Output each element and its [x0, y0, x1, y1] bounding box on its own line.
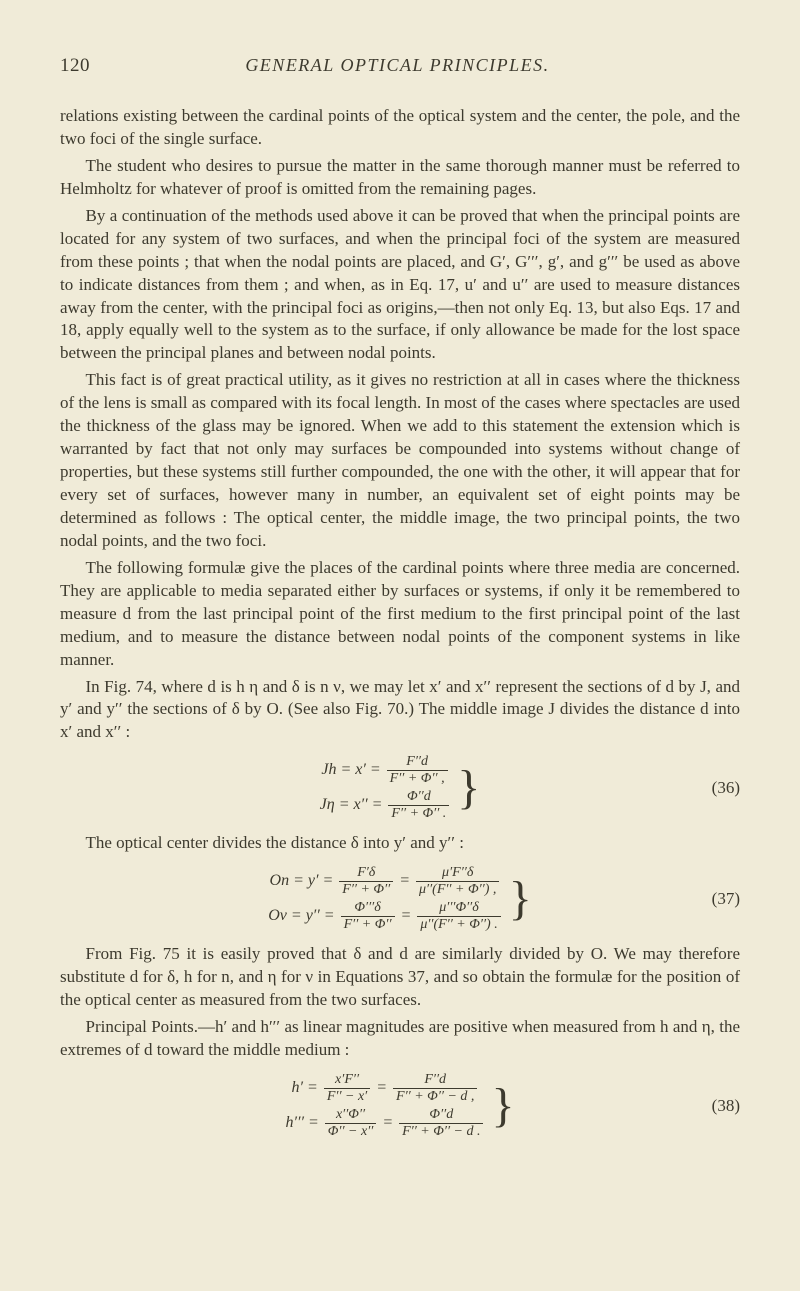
eq36-line2-num: Φ′′d: [388, 789, 449, 806]
running-title: GENERAL OPTICAL PRINCIPLES.: [55, 55, 740, 76]
paragraph-2: The student who desires to pursue the ma…: [60, 155, 740, 201]
eq37-l1-f2-num: μ′F′′δ: [416, 865, 499, 882]
eq37-l2-f2-den: μ′′(F′′ + Φ′′) .: [417, 917, 500, 933]
eq38-l2-f2-den: F′′ + Φ′′ − d .: [399, 1124, 483, 1140]
eq38-l1-mid: =: [376, 1079, 391, 1096]
eq37-l2-f2-num: μ′′′Φ′′δ: [417, 900, 500, 917]
eq38-l2-f1-num: x′′Φ′′: [325, 1107, 377, 1124]
paragraph-8: From Fig. 75 it is easily proved that δ …: [60, 943, 740, 1012]
page: 120 GENERAL OPTICAL PRINCIPLES. relation…: [0, 0, 800, 1200]
paragraph-6: In Fig. 74, where d is h η and δ is n ν,…: [60, 676, 740, 745]
eq37-line2-lhs: Oν = y′′ =: [268, 907, 334, 924]
eq37-line1-lhs: On = y′ =: [270, 872, 334, 889]
eq37-l1-f1-num: F′δ: [339, 865, 393, 882]
eq36-line1-lhs: Jh = x′ =: [321, 761, 380, 778]
eq38-l2-f2-num: Φ′′d: [399, 1107, 483, 1124]
eq38-number: (38): [712, 1096, 740, 1116]
paragraph-7: The optical center divides the distance …: [60, 832, 740, 855]
eq37-l2-f1-den: F′′ + Φ′′: [341, 917, 395, 933]
equation-36: Jh = x′ = F′′d F′′ + Φ′′ , Jη = x′′ = Φ′…: [60, 752, 740, 824]
paragraph-9: Principal Points.—h′ and h′′′ as linear …: [60, 1016, 740, 1062]
eq37-number: (37): [712, 889, 740, 909]
eq37-l1-f1-den: F′′ + Φ′′: [339, 882, 393, 898]
brace-icon: }: [491, 1087, 514, 1125]
eq37-l2-mid: =: [401, 907, 416, 924]
eq38-l1-f1-num: x′F′′: [324, 1072, 370, 1089]
brace-icon: }: [457, 769, 480, 807]
eq37-l1-mid: =: [399, 872, 414, 889]
paragraph-4: This fact is of great practical utility,…: [60, 369, 740, 553]
page-header: 120 GENERAL OPTICAL PRINCIPLES.: [60, 55, 740, 77]
eq38-l2-mid: =: [382, 1114, 397, 1131]
eq38-line1-lhs: h′ =: [292, 1079, 318, 1096]
eq36-line2-den: F′′ + Φ′′ .: [388, 806, 449, 822]
eq38-l1-f2-num: F′′d: [393, 1072, 477, 1089]
paragraph-1: relations existing between the cardinal …: [60, 105, 740, 151]
eq36-number: (36): [712, 778, 740, 798]
eq38-line2-lhs: h′′′ =: [285, 1114, 318, 1131]
eq36-line1-num: F′′d: [387, 754, 448, 771]
brace-icon: }: [509, 880, 532, 918]
paragraph-3: By a continuation of the methods used ab…: [60, 205, 740, 366]
equation-37: On = y′ = F′δ F′′ + Φ′′ = μ′F′′δ μ′′(F′′…: [60, 863, 740, 935]
eq38-l2-f1-den: Φ′′ − x′′: [325, 1124, 377, 1140]
eq36-line1-den: F′′ + Φ′′ ,: [387, 771, 448, 787]
equation-38: h′ = x′F′′ F′′ − x′ = F′′d F′′ + Φ′′ − d…: [60, 1070, 740, 1142]
eq36-line2-lhs: Jη = x′′ =: [320, 796, 383, 813]
eq38-l1-f2-den: F′′ + Φ′′ − d ,: [393, 1089, 477, 1105]
eq37-l1-f2-den: μ′′(F′′ + Φ′′) ,: [416, 882, 499, 898]
paragraph-5: The following formulæ give the places of…: [60, 557, 740, 672]
eq37-l2-f1-num: Φ′′′δ: [341, 900, 395, 917]
eq38-l1-f1-den: F′′ − x′: [324, 1089, 370, 1105]
